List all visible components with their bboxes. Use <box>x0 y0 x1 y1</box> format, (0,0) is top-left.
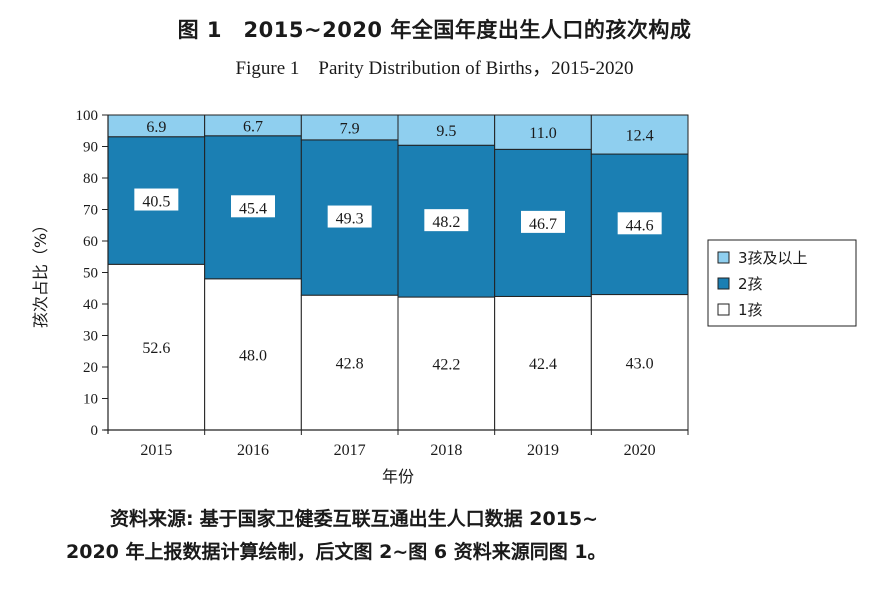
data-label-box <box>134 188 179 211</box>
data-label: 46.7 <box>529 216 557 233</box>
data-label: 45.4 <box>239 200 267 217</box>
source-note: 资料来源: 基于国家卫健委互联互通出生人口数据 2015~ 2020 年上报数据… <box>66 503 850 569</box>
figure-title-en: Figure 1 Parity Distribution of Births，2… <box>235 58 634 79</box>
data-label-box <box>231 195 275 218</box>
x-tick-label: 2017 <box>334 442 366 459</box>
data-label: 12.4 <box>626 128 654 145</box>
source-line2: 2020 年上报数据计算绘制，后文图 2~图 6 资料来源同图 1。 <box>66 541 607 563</box>
bar-segment <box>590 114 689 155</box>
legend-label: 3孩及以上 <box>738 249 808 267</box>
x-axis-label: 年份 <box>382 467 414 486</box>
data-label: 11.0 <box>529 125 556 142</box>
x-tick-label: 2019 <box>527 442 559 459</box>
data-label: 44.6 <box>626 217 654 234</box>
data-label: 9.5 <box>436 123 456 140</box>
data-label-box <box>617 212 662 235</box>
stacked-bar-chart: 52.6 40.5 6.9 48.0 45.4 6.7 42.8 49.3 7.9 42.2 48.… <box>31 108 857 486</box>
data-label: 40.5 <box>142 194 170 211</box>
y-tick-label: 100 <box>76 108 99 124</box>
legend-box <box>707 239 857 327</box>
y-tick-label: 50 <box>83 266 98 282</box>
y-tick-label: 70 <box>83 203 98 219</box>
bar-segment <box>107 263 206 431</box>
y-tick-label: 80 <box>83 171 98 187</box>
bar-segment <box>397 114 496 146</box>
y-tick-label: 60 <box>83 234 98 250</box>
bars-group: 52.6 40.5 6.9 48.0 45.4 6.7 42.8 49.3 7.9 42.2 48.… <box>107 114 689 431</box>
y-tick-label: 30 <box>83 329 98 345</box>
legend-swatch <box>717 277 730 290</box>
legend-group: 3孩及以上 2孩 1孩 <box>707 239 857 327</box>
bar-segment <box>494 295 592 431</box>
y-axis-label: 孩次占比（%） <box>31 217 50 328</box>
data-label: 52.6 <box>142 340 170 357</box>
data-label: 42.4 <box>529 356 557 373</box>
data-label-box <box>424 209 469 232</box>
y-tick-label: 90 <box>83 140 98 156</box>
data-label: 49.3 <box>336 211 364 228</box>
data-label: 6.9 <box>146 119 166 136</box>
axes-group: 0 10 20 30 40 50 60 70 80 90 100 2015 2016 2017 2018 20… <box>31 108 689 486</box>
source-label: 资料来源: <box>110 508 194 530</box>
y-tick-label: 20 <box>83 360 98 376</box>
legend-label: 2孩 <box>738 275 763 293</box>
bar-segment <box>397 296 496 431</box>
legend-swatch <box>717 251 730 264</box>
source-line1: 基于国家卫健委互联互通出生人口数据 2015~ <box>199 508 599 530</box>
x-tick-label: 2016 <box>237 442 269 459</box>
figure-title-cn: 图 1 2015~2020 年全国年度出生人口的孩次构成 <box>177 18 692 42</box>
data-label: 42.2 <box>432 357 460 374</box>
data-label-box <box>327 205 372 228</box>
data-label: 43.0 <box>626 355 654 372</box>
x-tick-label: 2018 <box>430 442 462 459</box>
data-label: 7.9 <box>340 120 360 137</box>
legend-label: 1孩 <box>738 301 763 319</box>
legend-swatch <box>717 303 730 316</box>
y-tick-label: 40 <box>83 297 98 313</box>
bar-segment <box>300 114 399 141</box>
data-label: 42.8 <box>336 356 364 373</box>
x-tick-label: 2015 <box>140 442 172 459</box>
y-tick-label: 10 <box>83 392 98 408</box>
x-tick-label: 2020 <box>624 442 656 459</box>
data-label: 48.2 <box>432 214 460 231</box>
data-label: 6.7 <box>243 118 263 135</box>
y-tick-label: 0 <box>91 423 99 439</box>
bar-segment <box>300 294 399 431</box>
bar-segment <box>590 294 689 431</box>
data-label: 48.0 <box>239 347 267 364</box>
data-label-box <box>521 210 565 233</box>
